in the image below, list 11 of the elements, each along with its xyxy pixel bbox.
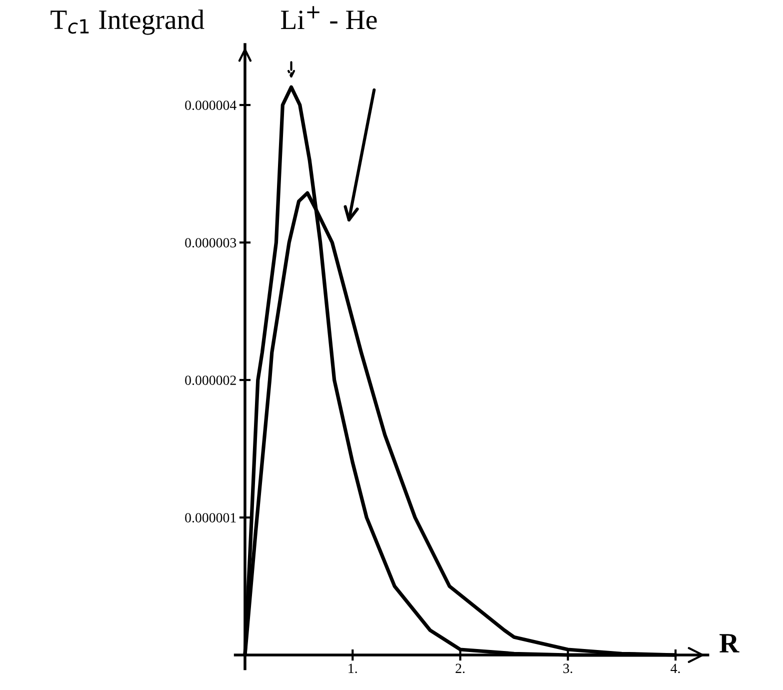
y-axis-title: T$_{c1}$ Integrand [50, 10, 204, 35]
text: Li$^{+}$ - He [280, 6, 377, 30]
x-tick-label: 1. [348, 664, 357, 674]
x-tick-label: 3. [563, 664, 572, 674]
y-tick-label: 0.000002 [185, 376, 236, 386]
x-tick-label: 2. [456, 664, 465, 674]
y-tick-label: 0.000001 [185, 513, 236, 523]
y-tick-label: 0.000004 [185, 100, 236, 110]
x-tick-label: 4. [670, 664, 680, 674]
x-axis-title: R [720, 634, 740, 652]
y-tick-label: 0.000003 [185, 238, 236, 248]
